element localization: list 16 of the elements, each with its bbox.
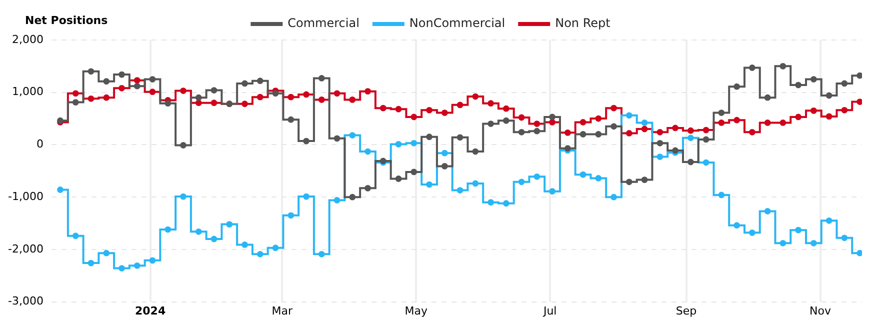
legend-label: NonCommercial <box>409 16 506 30</box>
legend-label: Non Rept <box>555 16 611 30</box>
legend-label: Commercial <box>288 16 360 30</box>
y-tick-label: 1,000 <box>12 85 44 98</box>
y-tick-label: -2,000 <box>8 242 44 256</box>
x-tick-label: Mar <box>272 304 293 318</box>
y-tick-label: 0 <box>36 138 44 151</box>
y-tick-label: 2,000 <box>12 32 44 46</box>
y-tick-label: -1,000 <box>8 190 44 203</box>
x-tick-label: 2024 <box>134 304 166 318</box>
x-tick-label: Sep <box>676 304 697 318</box>
x-tick-label: Nov <box>810 304 832 318</box>
y-tick-label: -3,000 <box>8 294 44 308</box>
x-tick-label: Jul <box>542 304 557 318</box>
x-tick-label: May <box>404 304 428 318</box>
chart-title: Net Positions <box>25 14 108 27</box>
